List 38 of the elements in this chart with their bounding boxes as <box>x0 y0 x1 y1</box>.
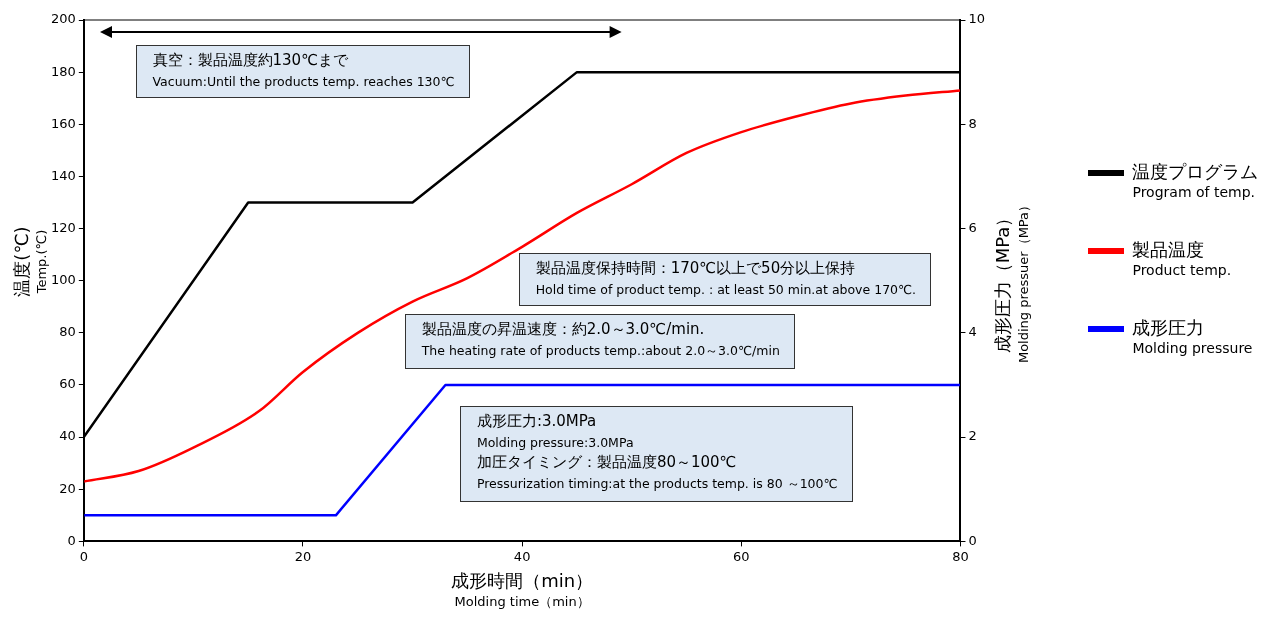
y-axis-title: 温度(℃) Temp.(℃) <box>10 226 49 297</box>
y-tick-label: 60 <box>59 376 76 392</box>
y2-tick-label: 4 <box>968 324 977 340</box>
x-tick-label: 0 <box>79 548 88 564</box>
legend-label: 製品温度 Product temp. <box>1132 238 1232 278</box>
x-tick-label: 40 <box>513 548 531 564</box>
annotation: 真空：製品温度約130℃まで <box>152 51 349 71</box>
x-tick-label: 20 <box>294 548 312 564</box>
y-tick-label: 20 <box>59 480 76 496</box>
y2-tick-label: 6 <box>968 219 977 235</box>
x-tick-label: 80 <box>952 548 969 564</box>
annotation: 製品温度保持時間：170℃以上で50分以上保持 <box>535 259 857 279</box>
y-tick-label: 120 <box>50 219 76 235</box>
annotation: 製品温度の昇温速度：約2.0～3.0℃/min. <box>421 320 706 340</box>
annotation: Hold time of product temp. : at least 50 min.at above 170℃. <box>535 282 917 298</box>
annotation: 加圧タイミング：製品温度80～100℃ <box>476 453 738 473</box>
x-axis-title: 成形時間（min） Molding time（min） <box>451 569 594 612</box>
y-tick-label: 40 <box>59 428 76 444</box>
y2-tick-label: 8 <box>968 115 977 131</box>
x-tick-label: 60 <box>733 548 750 564</box>
legend-label: 成形圧力 Molding pressure <box>1132 316 1253 356</box>
y-tick-label: 200 <box>50 11 76 27</box>
y-tick-label: 100 <box>50 272 76 288</box>
legend-label: 温度プログラム Program of temp. <box>1132 160 1259 200</box>
annotation: Molding pressure:3.0MPa <box>476 435 635 451</box>
y2-tick-label: 2 <box>968 428 977 444</box>
y-tick-label: 80 <box>59 324 76 340</box>
y-tick-label: 180 <box>50 63 76 79</box>
annotation: 成形圧力:3.0MPa <box>476 412 598 432</box>
annotation: Pressurization timing:at the products temp. is 80 ～100℃ <box>476 476 838 494</box>
annotation: The heating rate of products temp.:about 2.0～3.0℃/min <box>421 343 780 361</box>
y2-axis-title: 成形圧力（MPa） Molding pressuer（MPa） <box>991 198 1033 363</box>
y-tick-label: 140 <box>50 167 76 183</box>
y2-tick-label: 0 <box>968 532 977 548</box>
y-tick-label: 0 <box>67 532 76 548</box>
y-tick-label: 160 <box>50 115 76 131</box>
annotation: Vacuum:Until the products temp. reaches 130℃ <box>152 74 455 90</box>
y2-tick-label: 10 <box>968 11 985 27</box>
